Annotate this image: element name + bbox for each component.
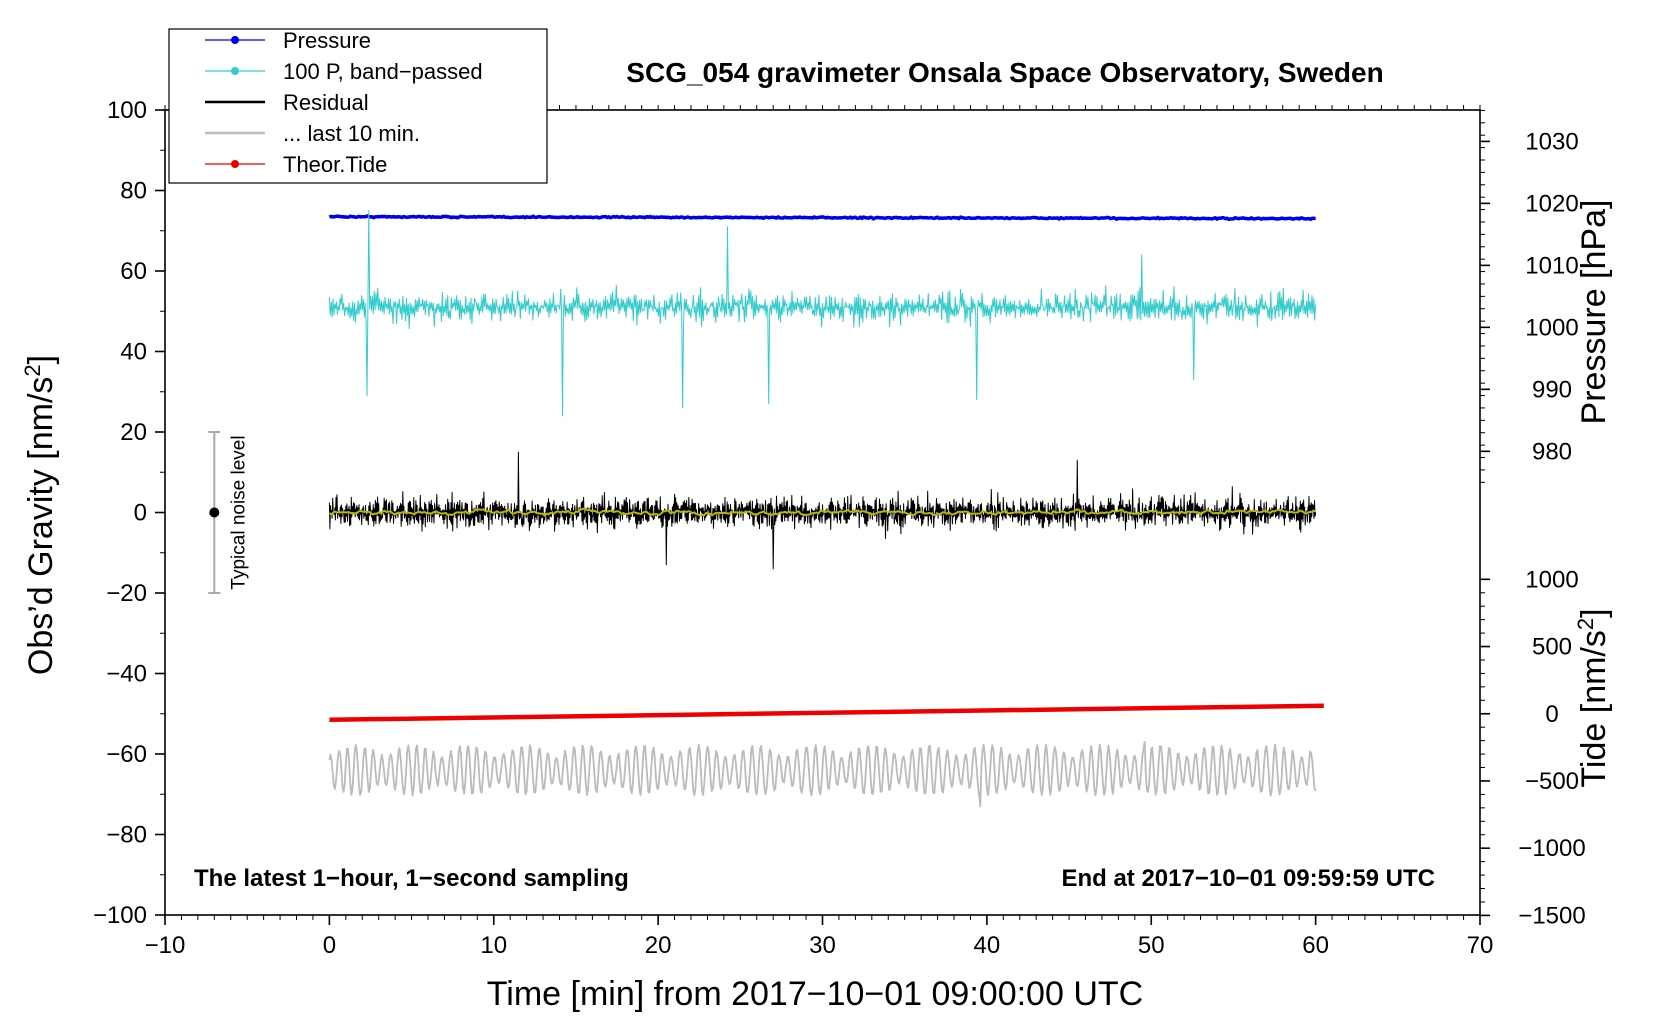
y-tick-label-4: 20 (120, 419, 147, 446)
x-tick-label-8: 70 (1467, 932, 1494, 959)
tide-tick-label-1: 500 (1532, 634, 1572, 661)
noise-label: Typical noise level (228, 435, 249, 589)
x-tick-label-2: 10 (480, 932, 507, 959)
y-tick-label-10: −100 (93, 902, 147, 929)
pressure-tick-label-4: 990 (1532, 376, 1572, 403)
y-tick-label-6: −20 (106, 580, 147, 607)
y-axis-title-gravity: Obs’d Gravity [nm/s2] (20, 355, 60, 675)
legend-label-1: 100 P, band−passed (283, 59, 483, 84)
y-tick-label-7: −40 (106, 661, 147, 688)
series-last-10-min-line (328, 741, 1317, 808)
legend-label-3: ... last 10 min. (283, 121, 420, 146)
legend-label-4: Theor.Tide (283, 152, 387, 177)
pressure-tick-label-5: 980 (1532, 438, 1572, 465)
x-tick-label-4: 30 (809, 932, 836, 959)
pressure-tick-label-3: 1000 (1525, 314, 1578, 341)
y-axis-title-tide-close: ] (1575, 608, 1613, 617)
tide-tick-label-0: 1000 (1525, 566, 1578, 593)
legend-box (168, 28, 548, 184)
legend-label-2: Residual (283, 90, 369, 115)
tide-tick-label-5: −1500 (1518, 902, 1585, 929)
y-axis-title-pressure: Pressure [hPa] (1575, 200, 1613, 425)
tide-tick-label-4: −1000 (1518, 835, 1585, 862)
x-tick-label-1: 0 (323, 932, 336, 959)
y-axis-title-tide-text: Tide [nm/s (1575, 630, 1613, 787)
series-band-passed-line (328, 210, 1317, 417)
y-axis-title-tide-sup: 2 (1573, 618, 1598, 630)
pressure-tick-label-1: 1020 (1525, 190, 1578, 217)
tide-tick-label-2: 0 (1545, 701, 1558, 728)
tide-tick-label-3: −500 (1525, 768, 1579, 795)
noise-dot (209, 507, 220, 518)
y-axis-title-gravity-close: ] (22, 355, 60, 364)
legend-marker-1 (231, 67, 239, 75)
y-tick-label-8: −60 (106, 741, 147, 768)
y-axis-title-gravity-sup: 2 (20, 364, 45, 376)
series-residual-smoothed-line (328, 507, 1317, 517)
y-axis-title-gravity-text: Obs’d Gravity [nm/s (22, 377, 60, 676)
axes-layer: −10 0 10 20 30 40 50 60 70100806040200−20−40−60−… (93, 97, 1586, 959)
series-residual-line (328, 451, 1317, 570)
x-tick-label-7: 60 (1302, 932, 1329, 959)
chart-title: SCG_054 gravimeter Onsala Space Observat… (626, 57, 1383, 88)
y-tick-label-5: 0 (134, 500, 147, 527)
x-tick-label-0: −10 (145, 932, 186, 959)
x-tick-label-5: 40 (974, 932, 1001, 959)
annotation-sampling: The latest 1−hour, 1−second sampling (194, 865, 629, 892)
legend: Pressure 100 P, band−passed Residual ... la… (168, 28, 548, 184)
y-axis-title-tide: Tide [nm/s2] (1573, 608, 1613, 787)
y-tick-label-3: 40 (120, 339, 147, 366)
noise-level-indicator: Typical noise level (208, 431, 249, 594)
legend-marker-0 (231, 36, 239, 44)
x-tick-label-6: 50 (1138, 932, 1165, 959)
series-theoretical-tide-line (329, 703, 1324, 723)
annotation-end-time: End at 2017−10−01 09:59:59 UTC (1061, 865, 1435, 892)
y-tick-label-2: 60 (120, 258, 147, 285)
x-tick-label-3: 20 (645, 932, 672, 959)
legend-label-0: Pressure (283, 28, 371, 53)
series-pressure-line (328, 214, 1316, 222)
y-tick-label-0: 100 (107, 97, 147, 124)
y-tick-label-9: −80 (106, 822, 147, 849)
labels-layer: SCG_054 gravimeter Onsala Space Observat… (20, 57, 1613, 1013)
x-axis-title: Time [min] from 2017−10−01 09:00:00 UTC (487, 975, 1143, 1013)
y-tick-label-1: 80 (120, 178, 147, 205)
series-layer (328, 210, 1324, 808)
legend-marker-4 (231, 160, 239, 168)
pressure-tick-label-2: 1010 (1525, 252, 1578, 279)
pressure-tick-label-0: 1030 (1525, 128, 1578, 155)
